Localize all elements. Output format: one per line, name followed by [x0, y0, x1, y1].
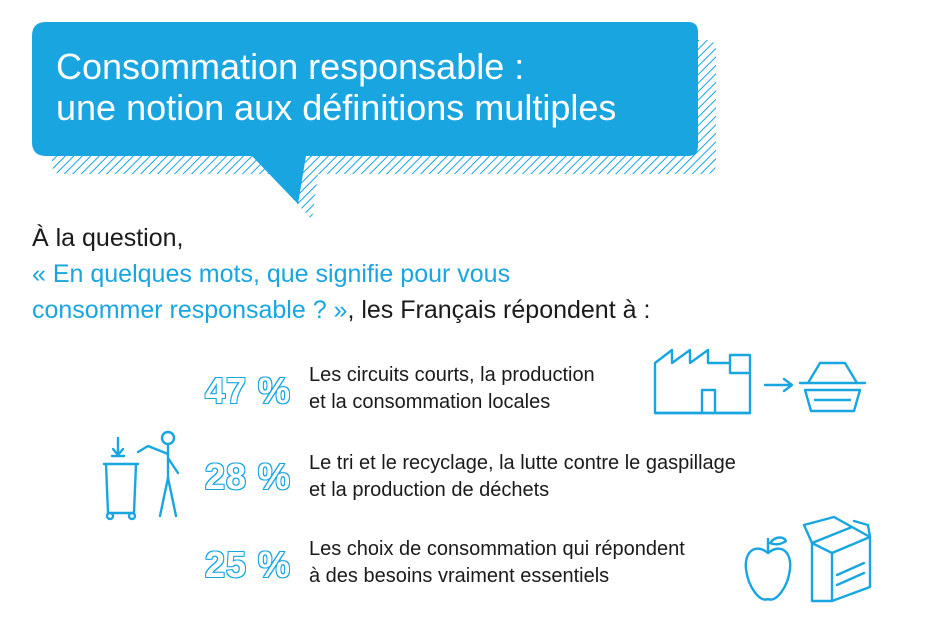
title-speech-bubble: Consommation responsable : une notion au…: [0, 0, 720, 230]
description-line-2: et la production de déchets: [309, 479, 550, 501]
description-line-1: Les choix de consommation qui répondent: [309, 538, 685, 560]
percentage-label: 47 %: [204, 369, 292, 412]
question-quote-line-2: consommer responsable ? »: [32, 296, 348, 324]
percentage-label: 28 %: [204, 455, 292, 498]
description-line-1: Les circuits courts, la production: [309, 364, 595, 386]
question-intro: À la question,: [32, 224, 184, 252]
title-line-2: une notion aux définitions multiples: [56, 87, 617, 128]
survey-question: À la question, « En quelques mots, que s…: [32, 220, 912, 328]
page-title: Consommation responsable : une notion au…: [56, 46, 696, 128]
result-row-2: 28 % Le tri et le recyclage, la lutte co…: [0, 446, 934, 516]
question-tail: , les Français répondent à :: [347, 296, 651, 324]
result-row-1: 47 % Les circuits courts, la production …: [0, 360, 934, 430]
result-description: Les choix de consommation qui répondent …: [309, 536, 685, 590]
result-description: Les circuits courts, la production et la…: [309, 362, 595, 416]
result-row-3: 25 % Les choix de consommation qui répon…: [0, 530, 934, 600]
description-line-1: Le tri et le recyclage, la lutte contre …: [309, 452, 736, 474]
result-description: Le tri et le recyclage, la lutte contre …: [309, 450, 736, 504]
recycling-bin-person-icon: [102, 430, 180, 521]
description-line-2: et la consommation locales: [309, 391, 551, 413]
factory-to-basket-icon: [653, 348, 867, 415]
percentage-label: 25 %: [204, 543, 292, 586]
description-line-2: à des besoins vraiment essentiels: [309, 565, 610, 587]
question-quote-line-1: « En quelques mots, que signifie pour vo…: [32, 260, 511, 288]
apple-and-box-icon: [744, 515, 872, 603]
speech-bubble-shape: [32, 22, 716, 220]
title-line-1: Consommation responsable :: [56, 46, 525, 87]
